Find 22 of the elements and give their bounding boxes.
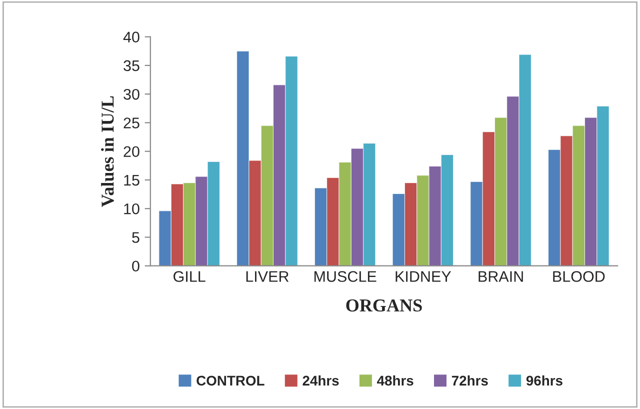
legend-label: 24hrs bbox=[302, 375, 339, 386]
y-tick-label: 10 bbox=[124, 203, 140, 214]
y-tick-label: 40 bbox=[123, 32, 140, 42]
legend-label: 72hrs bbox=[452, 375, 488, 386]
legend-label: CONTROL bbox=[196, 376, 264, 386]
y-tick-label: 20 bbox=[124, 146, 140, 158]
legend-label: 48hrs bbox=[377, 375, 414, 386]
y-tick-label: 0 bbox=[132, 260, 140, 272]
x-tick-label: LIVER bbox=[246, 271, 289, 282]
legend-label: 96hrs bbox=[526, 375, 562, 386]
y-axis-title: Values in IU/L bbox=[101, 96, 114, 207]
x-tick-label: KIDNEY bbox=[396, 271, 452, 282]
x-tick-label: BLOOD bbox=[553, 271, 605, 282]
x-tick-label: GILL bbox=[174, 271, 206, 282]
x-axis-title: ORGANS bbox=[346, 299, 422, 312]
y-tick-label: 30 bbox=[124, 88, 140, 100]
y-tick-label: 5 bbox=[132, 232, 140, 243]
x-tick-label: BRAIN bbox=[478, 271, 523, 282]
y-tick-label: 35 bbox=[124, 60, 140, 72]
x-tick-label: MUSCLE bbox=[314, 271, 376, 282]
y-tick-label: 15 bbox=[124, 174, 140, 186]
y-tick-label: 25 bbox=[124, 118, 140, 128]
